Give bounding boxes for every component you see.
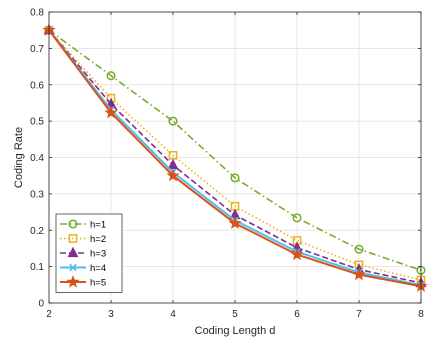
legend: h=1 h=2 h=3 h=4 h=5 bbox=[55, 213, 123, 293]
legend-marker bbox=[66, 275, 80, 288]
data-point bbox=[290, 247, 304, 261]
y-tick-label: 0.4 bbox=[30, 153, 44, 164]
legend-label: h=4 bbox=[90, 263, 106, 274]
y-tick-label: 0.6 bbox=[30, 80, 44, 91]
y-tick-label: 0.8 bbox=[30, 8, 44, 19]
data-point bbox=[352, 267, 366, 281]
data-point bbox=[106, 71, 116, 81]
legend-item: h=3 bbox=[60, 246, 106, 260]
y-tick-label: 0.2 bbox=[30, 226, 44, 237]
y-tick-label: 0.3 bbox=[30, 189, 44, 200]
x-tick-label: 2 bbox=[46, 309, 52, 320]
y-tick-label: 0 bbox=[38, 299, 44, 310]
legend-item: h=1 bbox=[60, 219, 106, 231]
data-point bbox=[230, 173, 240, 183]
series-layer bbox=[42, 23, 428, 292]
legend-marker bbox=[68, 219, 78, 229]
legend-item: h=5 bbox=[60, 275, 106, 289]
legend-label: h=1 bbox=[90, 220, 106, 231]
data-point bbox=[228, 216, 242, 229]
legend-label: h=3 bbox=[90, 249, 106, 260]
data-point bbox=[104, 105, 118, 119]
legend-marker bbox=[69, 263, 77, 272]
legend-marker bbox=[68, 234, 78, 243]
legend-box bbox=[55, 213, 123, 293]
x-tick-label: 6 bbox=[294, 309, 300, 320]
x-tick-label: 3 bbox=[108, 309, 114, 320]
y-tick-label: 0.7 bbox=[30, 44, 44, 55]
legend-item: h=2 bbox=[60, 234, 106, 245]
y-tick-label: 0.5 bbox=[30, 117, 44, 128]
data-point bbox=[168, 116, 178, 126]
legend-label: h=2 bbox=[90, 234, 106, 245]
y-tick-label: 0.1 bbox=[30, 262, 44, 273]
data-point bbox=[292, 213, 302, 223]
legend-item: h=4 bbox=[60, 263, 106, 274]
legend-marker bbox=[67, 246, 79, 258]
x-tick-label: 4 bbox=[170, 309, 176, 320]
x-tick-label: 5 bbox=[232, 309, 238, 320]
y-axis-label: Coding Rate bbox=[13, 127, 25, 188]
x-tick-label: 8 bbox=[418, 309, 424, 320]
series-line bbox=[48, 29, 422, 272]
data-point bbox=[166, 168, 180, 182]
legend-label: h=5 bbox=[90, 278, 106, 289]
x-axis-label: Coding Length d bbox=[195, 325, 276, 337]
x-tick-label: 7 bbox=[356, 309, 362, 320]
data-point bbox=[354, 244, 364, 254]
axis-ticks: 2 3 4 5 6 7 8 0 0.1 0.2 0.3 0.4 0.5 0.6 0.7 0.8 bbox=[30, 8, 424, 321]
